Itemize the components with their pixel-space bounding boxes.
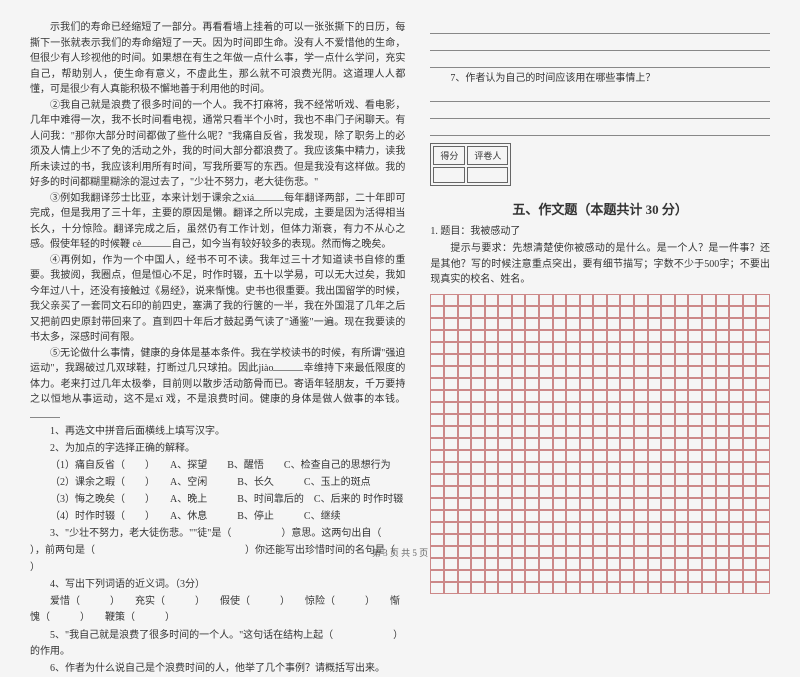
grader-cell — [467, 167, 508, 183]
q2-4-a: A、休息 — [170, 511, 207, 522]
question-1: 1、再选文中拼音后面横线上填写汉字。 — [30, 424, 405, 440]
question-2-3: （3）悔之晚矣（ ） A、晚上 B、时间靠后的 C、后来的 时作时辍 — [30, 492, 405, 508]
paragraph-5: ⑤无论做什么事情，健康的身体是基本条件。我在学校读书的时候，有所谓"强迫运动"，… — [30, 346, 405, 424]
question-4-words: 爱惜（ ） 充实（ ） 假使（ ） 惊险（ ） 惭愧（ ） 鞭策（ ） — [30, 594, 405, 626]
question-2: 2、为加点的字选择正确的解释。 — [30, 441, 405, 457]
paragraph-3: ③例如我翻译莎士比亚，本来计划于课余之xiá每年翻译两部，二十年即可完成，但是我… — [30, 191, 405, 253]
q3-b: ）意思。这两句出自（ — [281, 528, 381, 539]
question-2-1: （1）痛自反省（ ） A、探望 B、醒悟 C、检查自己的思想行为 — [30, 458, 405, 474]
blank-2 — [141, 237, 171, 247]
paragraph-4: ④再例如，作为一个中国人，经书不可不读。我年过三十才知道读书自修的重要。我披阅，… — [30, 253, 405, 346]
answer-line — [430, 37, 770, 51]
question-5: 5、"我自己就是浪费了很多时间的一个人。"这句话在结构上起（ ）的作用。 — [30, 628, 405, 660]
grader-label: 评卷人 — [467, 146, 508, 165]
q2-2-b: B、长久 — [237, 477, 274, 488]
q2-2-c: C、玉上的斑点 — [304, 477, 371, 488]
essay-title: 1. 题目：我被感动了 — [430, 224, 770, 240]
q2-2-stem: （2）课余之暇（ ） — [50, 477, 150, 488]
blank-4 — [30, 408, 60, 418]
q2-3-c: C、后来的 时作时辍 — [314, 494, 403, 505]
q2-1-c: C、检查自己的思想行为 — [284, 460, 391, 471]
answer-line — [430, 88, 770, 102]
score-box: 得分 评卷人 — [430, 143, 511, 186]
paragraph-1: 示我们的寿命已经缩短了一部分。再看看墙上挂着的可以一张张撕下的日历，每撕下一张就… — [30, 20, 405, 98]
question-2-4: （4）时作时辍（ ） A、休息 B、停止 C、继续 — [30, 509, 405, 525]
p5-text-c: 戏，不是浪费时间。健康的身体是做人做事的本钱。 — [166, 394, 406, 405]
p3-text-c: cè — [133, 239, 142, 250]
q3-a: 3、"少壮不努力，老大徒伤悲。""徒"是（ — [50, 528, 231, 539]
p3-text-a: ③例如我翻译莎士比亚，本来计划于课余之xiá — [50, 193, 254, 204]
question-7: 7、作者认为自己的时间应该用在哪些事情上？ — [430, 71, 770, 87]
question-2-2: （2）课余之暇（ ） A、空闲 B、长久 C、玉上的斑点 — [30, 475, 405, 491]
blank-1 — [254, 191, 284, 201]
q2-4-c: C、继续 — [304, 511, 341, 522]
q2-3-a: A、晚上 — [170, 494, 207, 505]
q2-2-a: A、空闲 — [170, 477, 207, 488]
q2-3-stem: （3）悔之晚矣（ ） — [50, 494, 150, 505]
paragraph-2: ②我自己就是浪费了很多时间的一个人。我不打麻将，我不经常听戏、看电影，几年中难得… — [30, 98, 405, 191]
q2-1-b: B、醒悟 — [227, 460, 264, 471]
p3-text-d: 自己，如今当有较好较多的表现。然而悔之晚矣。 — [171, 239, 391, 250]
essay-requirements: 提示与要求：先想清楚使你被感动的是什么。是一个人？是一件事？还是其他？写的时候注… — [430, 241, 770, 288]
right-column: 7、作者认为自己的时间应该用在哪些事情上？ 得分 评卷人 五、作文题（本题共计 … — [430, 20, 770, 545]
answer-line — [430, 54, 770, 68]
question-3-end: ） — [30, 560, 405, 576]
q5-a: 5、"我自己就是浪费了很多时间的一个人。"这句话在结构上起（ — [50, 630, 333, 641]
left-column: 示我们的寿命已经缩短了一部分。再看看墙上挂着的可以一张张撕下的日历，每撕下一张就… — [30, 20, 405, 545]
blank-3 — [273, 361, 303, 371]
question-3: 3、"少壮不努力，老大徒伤悲。""徒"是（ ）意思。这两句出自（ — [30, 526, 405, 542]
answer-line — [430, 122, 770, 136]
page-footer: 第 3 页 共 5 页 — [0, 546, 800, 559]
score-cell — [433, 167, 465, 183]
q2-3-b: B、时间靠后的 — [237, 494, 304, 505]
answer-line — [430, 20, 770, 34]
question-4: 4、写出下列词语的近义词。（3分） — [30, 577, 405, 593]
q2-4-b: B、停止 — [237, 511, 274, 522]
q2-4-stem: （4）时作时辍（ ） — [50, 511, 150, 522]
section-title: 五、作文题（本题共计 30 分） — [430, 199, 770, 218]
score-label: 得分 — [433, 146, 465, 165]
q2-1-stem: （1）痛自反省（ ） — [50, 460, 150, 471]
question-6: 6、作者为什么说自己是个浪费时间的人，他举了几个事例？请概括写出来。 — [30, 661, 405, 677]
q2-1-a: A、探望 — [170, 460, 207, 471]
answer-line — [430, 105, 770, 119]
